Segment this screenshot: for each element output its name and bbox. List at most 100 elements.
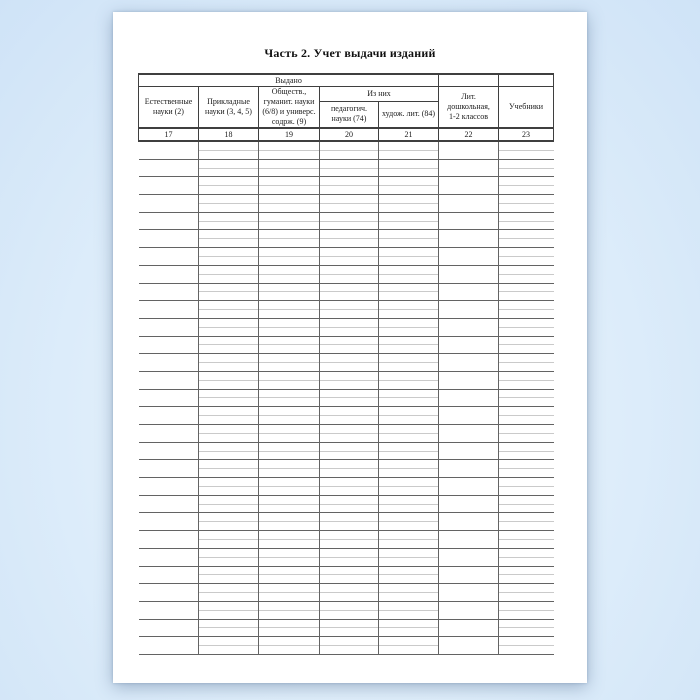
body-cell bbox=[377, 194, 439, 213]
body-cell bbox=[198, 583, 259, 602]
body-cell bbox=[438, 548, 499, 567]
body-cell bbox=[258, 371, 320, 390]
table-header: Выдано Естественные науки (2) Прикладные… bbox=[137, 73, 555, 142]
body-cell bbox=[258, 548, 320, 567]
body-cell bbox=[258, 265, 320, 284]
body-cell bbox=[438, 371, 499, 390]
body-cell bbox=[498, 212, 554, 231]
body-cell bbox=[498, 353, 554, 372]
table-row bbox=[138, 389, 554, 408]
body-cell bbox=[198, 424, 259, 443]
body-cell bbox=[319, 389, 379, 408]
body-cell bbox=[498, 194, 554, 213]
vydano-group-header: Выдано bbox=[137, 73, 440, 87]
column-header-textbooks: Учебники bbox=[498, 86, 555, 129]
table-row bbox=[138, 530, 554, 549]
body-cell bbox=[258, 459, 320, 479]
body-cell bbox=[498, 141, 554, 160]
body-cell bbox=[258, 512, 320, 532]
body-cell bbox=[377, 265, 439, 284]
body-cell bbox=[377, 141, 439, 160]
body-cell bbox=[258, 583, 320, 602]
body-cell bbox=[498, 477, 554, 496]
table-row bbox=[138, 495, 554, 514]
body-cell bbox=[138, 389, 199, 408]
body-cell bbox=[319, 371, 379, 390]
body-cell bbox=[438, 283, 499, 302]
body-cell bbox=[138, 512, 199, 532]
body-cell bbox=[377, 283, 439, 302]
body-cell bbox=[498, 229, 554, 249]
body-cell bbox=[377, 583, 439, 602]
table-row bbox=[138, 566, 554, 585]
column-number: 22 bbox=[438, 127, 500, 142]
issuance-accounting-table: Выдано Естественные науки (2) Прикладные… bbox=[137, 73, 555, 655]
body-cell bbox=[377, 619, 439, 638]
body-cell bbox=[138, 530, 199, 549]
body-cell bbox=[438, 477, 499, 496]
body-cell bbox=[498, 601, 554, 620]
body-cell bbox=[138, 265, 199, 284]
body-cell bbox=[498, 619, 554, 638]
body-cell bbox=[258, 495, 320, 514]
table-row bbox=[138, 583, 554, 602]
body-cell bbox=[138, 159, 199, 178]
table-row bbox=[138, 371, 554, 390]
body-cell bbox=[138, 548, 199, 567]
body-cell bbox=[319, 212, 379, 231]
body-cell bbox=[377, 601, 439, 620]
table-row bbox=[138, 176, 554, 196]
body-cell bbox=[258, 336, 320, 355]
body-cell bbox=[377, 247, 439, 266]
table-row bbox=[138, 548, 554, 567]
table-row bbox=[138, 194, 554, 213]
body-cell bbox=[198, 548, 259, 567]
body-cell bbox=[258, 318, 320, 337]
body-cell bbox=[498, 495, 554, 514]
body-cell bbox=[319, 300, 379, 319]
body-cell bbox=[198, 300, 259, 319]
body-cell bbox=[438, 300, 499, 319]
body-cell bbox=[498, 336, 554, 355]
body-cell bbox=[438, 566, 499, 585]
body-cell bbox=[319, 283, 379, 302]
body-cell bbox=[198, 141, 259, 160]
body-cell bbox=[438, 442, 499, 461]
body-cell bbox=[498, 247, 554, 266]
body-cell bbox=[377, 406, 439, 425]
body-cell bbox=[319, 512, 379, 532]
body-cell bbox=[438, 318, 499, 337]
body-cell bbox=[438, 619, 499, 638]
body-cell bbox=[198, 601, 259, 620]
body-cell bbox=[138, 442, 199, 461]
body-cell bbox=[438, 530, 499, 549]
table-row bbox=[138, 477, 554, 496]
body-cell bbox=[438, 265, 499, 284]
body-cell bbox=[138, 601, 199, 620]
table-row bbox=[138, 159, 554, 178]
body-cell bbox=[319, 159, 379, 178]
table-row bbox=[138, 636, 554, 655]
body-cell bbox=[198, 619, 259, 638]
body-cell bbox=[138, 194, 199, 213]
body-cell bbox=[258, 176, 320, 196]
column-header-social-sciences: Обществ., гуманит. науки (6/8) и универс… bbox=[258, 86, 320, 129]
body-cell bbox=[498, 512, 554, 532]
body-cell bbox=[377, 212, 439, 231]
body-cell bbox=[319, 477, 379, 496]
body-cell bbox=[438, 247, 499, 266]
body-cell bbox=[258, 601, 320, 620]
body-cell bbox=[498, 176, 554, 196]
body-cell bbox=[377, 300, 439, 319]
body-cell bbox=[438, 212, 499, 231]
body-cell bbox=[377, 530, 439, 549]
column-number: 20 bbox=[319, 127, 379, 142]
body-cell bbox=[319, 548, 379, 567]
body-cell bbox=[138, 300, 199, 319]
table-body bbox=[138, 141, 554, 655]
body-cell bbox=[438, 194, 499, 213]
body-cell bbox=[377, 353, 439, 372]
table-row bbox=[138, 247, 554, 266]
body-cell bbox=[377, 548, 439, 567]
empty-header-cell bbox=[498, 73, 555, 87]
